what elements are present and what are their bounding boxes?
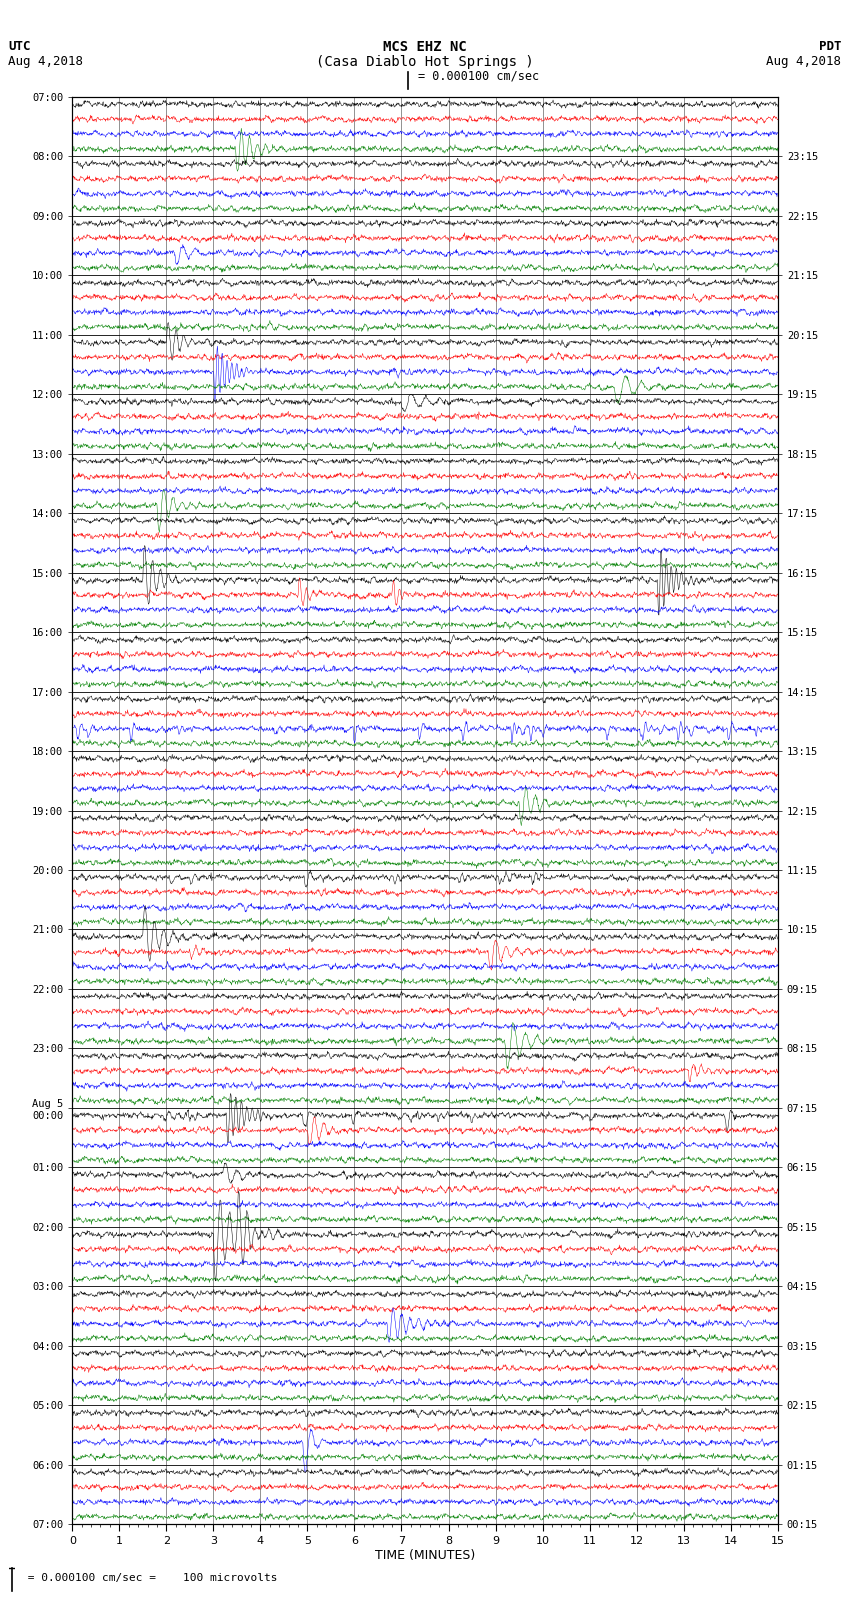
- Text: = 0.000100 cm/sec =    100 microvolts: = 0.000100 cm/sec = 100 microvolts: [21, 1573, 278, 1582]
- X-axis label: TIME (MINUTES): TIME (MINUTES): [375, 1548, 475, 1561]
- Text: MCS EHZ NC: MCS EHZ NC: [383, 40, 467, 55]
- Text: UTC: UTC: [8, 40, 31, 53]
- Text: PDT: PDT: [819, 40, 842, 53]
- Text: = 0.000100 cm/sec: = 0.000100 cm/sec: [418, 69, 539, 82]
- Text: (Casa Diablo Hot Springs ): (Casa Diablo Hot Springs ): [316, 55, 534, 69]
- Text: Aug 4,2018: Aug 4,2018: [8, 55, 83, 68]
- Text: Aug 4,2018: Aug 4,2018: [767, 55, 842, 68]
